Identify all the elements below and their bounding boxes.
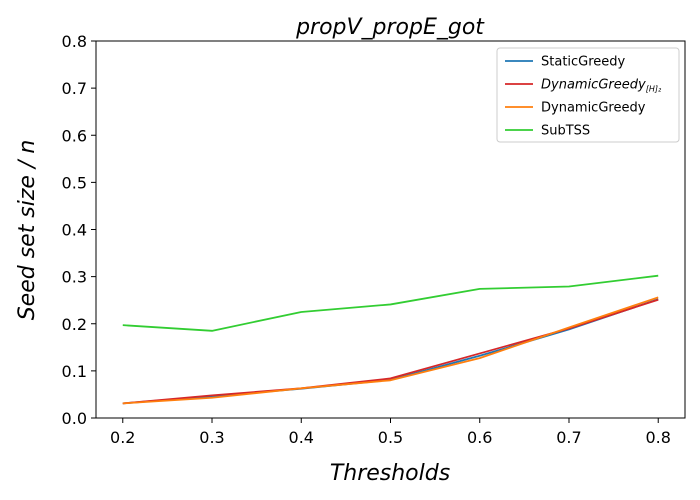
x-tick-label: 0.5: [378, 428, 403, 447]
legend-label: SubTSS: [541, 124, 590, 139]
y-axis: 0.0 0.1 0.2 0.3 0.4 0.5 0.6 0.7 0.8: [62, 32, 96, 428]
legend-label: DynamicGreedy: [541, 101, 646, 116]
y-tick-label: 0.1: [62, 362, 87, 381]
y-tick-label: 0.2: [62, 315, 87, 334]
y-tick-label: 0.0: [62, 409, 87, 428]
y-tick-label: 0.3: [62, 268, 87, 287]
legend-label: StaticGreedy: [541, 55, 626, 70]
y-tick-label: 0.6: [62, 126, 87, 145]
legend: StaticGreedy DynamicGreedy[H]₂ DynamicGree…: [496, 47, 680, 143]
x-axis: 0.2 0.3 0.4 0.5 0.6 0.7 0.8: [110, 418, 671, 447]
chart-title: propV_propE_got: [295, 15, 485, 40]
x-tick-label: 0.7: [556, 428, 581, 447]
legend-box: [496, 47, 680, 143]
x-tick-label: 0.2: [110, 428, 135, 447]
x-tick-label: 0.8: [646, 428, 671, 447]
y-tick-label: 0.7: [62, 79, 87, 98]
x-tick-label: 0.4: [289, 428, 314, 447]
y-tick-label: 0.8: [62, 32, 87, 51]
y-axis-label: Seed set size / n: [15, 140, 40, 321]
x-tick-label: 0.6: [467, 428, 492, 447]
x-axis-label: Thresholds: [330, 461, 450, 486]
legend-label: DynamicGreedy[H]₂: [541, 78, 662, 94]
x-tick-label: 0.3: [199, 428, 224, 447]
y-tick-label: 0.4: [62, 221, 87, 240]
y-tick-label: 0.5: [62, 173, 87, 192]
series-line-3: [122, 274, 659, 332]
series-layer: [122, 274, 659, 405]
series-line-2: [122, 296, 659, 405]
